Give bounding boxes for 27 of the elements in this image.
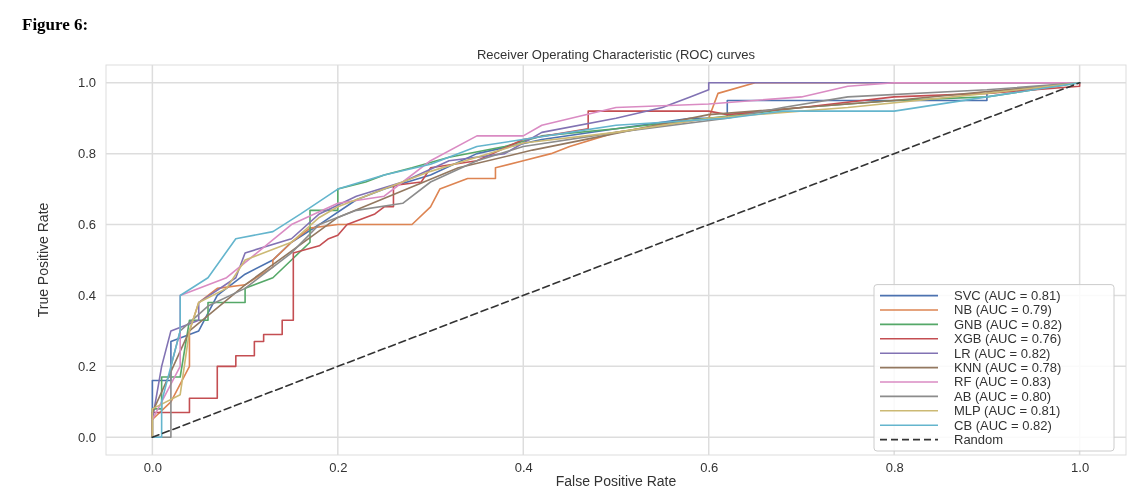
- x-tick-label: 1.0: [1071, 460, 1090, 476]
- x-tick-label: 0.4: [514, 460, 533, 476]
- legend-label: XGB (AUC = 0.76): [954, 331, 1062, 347]
- legend-label: AB (AUC = 0.80): [954, 388, 1052, 404]
- y-tick-label: 1.0: [77, 75, 96, 91]
- legend-label: RF (AUC = 0.83): [954, 374, 1052, 390]
- legend-label: GNB (AUC = 0.82): [954, 316, 1063, 332]
- legend-label: MLP (AUC = 0.81): [954, 403, 1061, 419]
- y-tick-label: 0.4: [77, 288, 96, 304]
- y-axis-title: True Positive Rate: [35, 202, 51, 318]
- legend-label: CB (AUC = 0.82): [954, 417, 1052, 433]
- y-tick-label: 0.2: [77, 359, 96, 375]
- legend-label: NB (AUC = 0.79): [954, 302, 1052, 318]
- x-tick-label: 0.0: [143, 460, 162, 476]
- x-tick-label: 0.6: [700, 460, 719, 476]
- x-tick-label: 0.2: [329, 460, 348, 476]
- x-axis-title: False Positive Rate: [555, 473, 677, 489]
- legend-label: KNN (AUC = 0.78): [954, 360, 1062, 376]
- legend-label: SVC (AUC = 0.81): [954, 288, 1061, 304]
- legend-label: LR (AUC = 0.82): [954, 345, 1051, 361]
- caption: Figure 6:: [22, 15, 89, 34]
- chart-title: Receiver Operating Characteristic (ROC) curves: [476, 47, 756, 62]
- y-tick-label: 0.6: [77, 217, 96, 233]
- legend-label: Random: [954, 432, 1004, 448]
- y-tick-label: 0.8: [77, 146, 96, 162]
- x-tick-label: 0.8: [885, 460, 904, 476]
- y-tick-label: 0.0: [77, 429, 96, 445]
